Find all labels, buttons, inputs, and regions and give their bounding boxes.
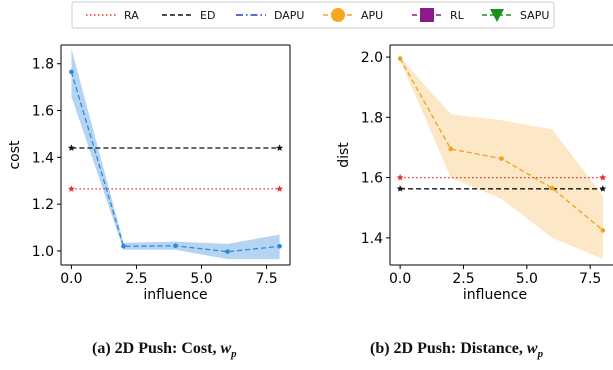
dist-ytick-label-0: 1.4 (361, 231, 383, 247)
legend-marker-rl (420, 8, 434, 22)
legend-entry-dapu: DAPU (236, 9, 305, 22)
dist-xtick-label-1: 2.5 (452, 271, 474, 287)
dist-point-ed-1 (599, 185, 607, 192)
caption-b-var: wp (526, 340, 544, 361)
dist-ytick-label-1: 1.6 (361, 171, 383, 187)
cost-point-ed-1 (276, 144, 284, 151)
legend-label-dapu: DAPU (274, 9, 305, 22)
cost-band-dapu (71, 48, 280, 260)
caption-a-text: (a) 2D Push: Cost, (92, 340, 221, 357)
cost-ytick-label-3: 1.6 (32, 104, 54, 120)
cost-point-ed-0 (67, 144, 75, 151)
dist-point-apu-0 (397, 56, 403, 61)
cost-xtick-label-2: 5.0 (190, 271, 212, 287)
cost-xtick-label-3: 7.5 (255, 271, 277, 287)
cost-ylabel: cost (7, 140, 23, 170)
legend-label-sapu: SAPU (520, 9, 549, 22)
cost-point-dapu-4 (277, 243, 282, 249)
caption-b: (b) 2D Push: Distance, wp (370, 340, 543, 360)
dist-point-apu-3 (549, 185, 555, 191)
legend-marker-apu (331, 8, 345, 22)
cost-ytick-label-0: 1.0 (32, 244, 54, 260)
dist-point-ra-0 (396, 174, 404, 181)
cost-point-dapu-1 (121, 243, 126, 249)
dist-point-apu-1 (448, 146, 454, 152)
cost-ytick-label-2: 1.4 (32, 150, 54, 166)
legend-label-ed: ED (200, 9, 215, 22)
chart-dist: 0.0 2.5 5.0 7.5 1.4 1.6 1.8 2.0 influence dist (336, 44, 613, 303)
legend-marker-sapu (490, 9, 504, 22)
legend-entry-sapu: SAPU (482, 9, 549, 22)
dist-point-ra-1 (599, 174, 607, 181)
dist-ytick-label-3: 2.0 (361, 50, 383, 66)
caption-b-text: (b) 2D Push: Distance, (370, 340, 527, 357)
caption-a-var: wp (220, 340, 237, 361)
dist-point-ed-0 (396, 185, 404, 192)
dist-point-apu-4 (600, 228, 606, 233)
dist-xtick-label-2: 5.0 (516, 271, 538, 287)
cost-xtick-label-0: 0.0 (60, 271, 82, 287)
cost-ytick-label-4: 1.8 (32, 57, 54, 73)
cost-point-dapu-3 (225, 249, 230, 254)
legend-entry-ra: RA (86, 9, 139, 22)
legend-label-ra: RA (124, 9, 139, 22)
legend-entry-apu: APU (323, 8, 383, 22)
dist-xtick-label-3: 7.5 (579, 271, 601, 287)
cost-point-dapu-2 (173, 243, 178, 249)
legend-label-rl: RL (450, 9, 465, 22)
dist-xtick-label-0: 0.0 (389, 271, 411, 287)
cost-ytick-label-1: 1.2 (32, 197, 54, 213)
dist-xlabel: influence (463, 287, 527, 303)
legend: RA ED DAPU APU RL SAPU (71, 1, 555, 29)
cost-line-dapu (70, 71, 280, 253)
cost-xtick-label-1: 2.5 (125, 271, 147, 287)
chart-cost: 0.0 2.5 5.0 7.5 1.0 1.2 1.4 1.6 1.8 influence cost (7, 44, 291, 303)
legend-frame (71, 1, 555, 29)
legend-label-apu: APU (361, 9, 383, 22)
legend-entry-rl: RL (412, 8, 465, 22)
cost-point-dapu-0 (69, 69, 74, 75)
dist-ytick-label-2: 1.8 (361, 110, 383, 126)
cost-xlabel: influence (143, 287, 207, 303)
dist-point-apu-2 (499, 156, 504, 161)
cost-point-ra-1 (276, 185, 284, 192)
cost-point-ra-0 (67, 185, 75, 192)
dist-ylabel: dist (336, 142, 352, 168)
caption-a: (a) 2D Push: Cost, wp (92, 340, 237, 360)
legend-entry-ed: ED (162, 9, 215, 22)
